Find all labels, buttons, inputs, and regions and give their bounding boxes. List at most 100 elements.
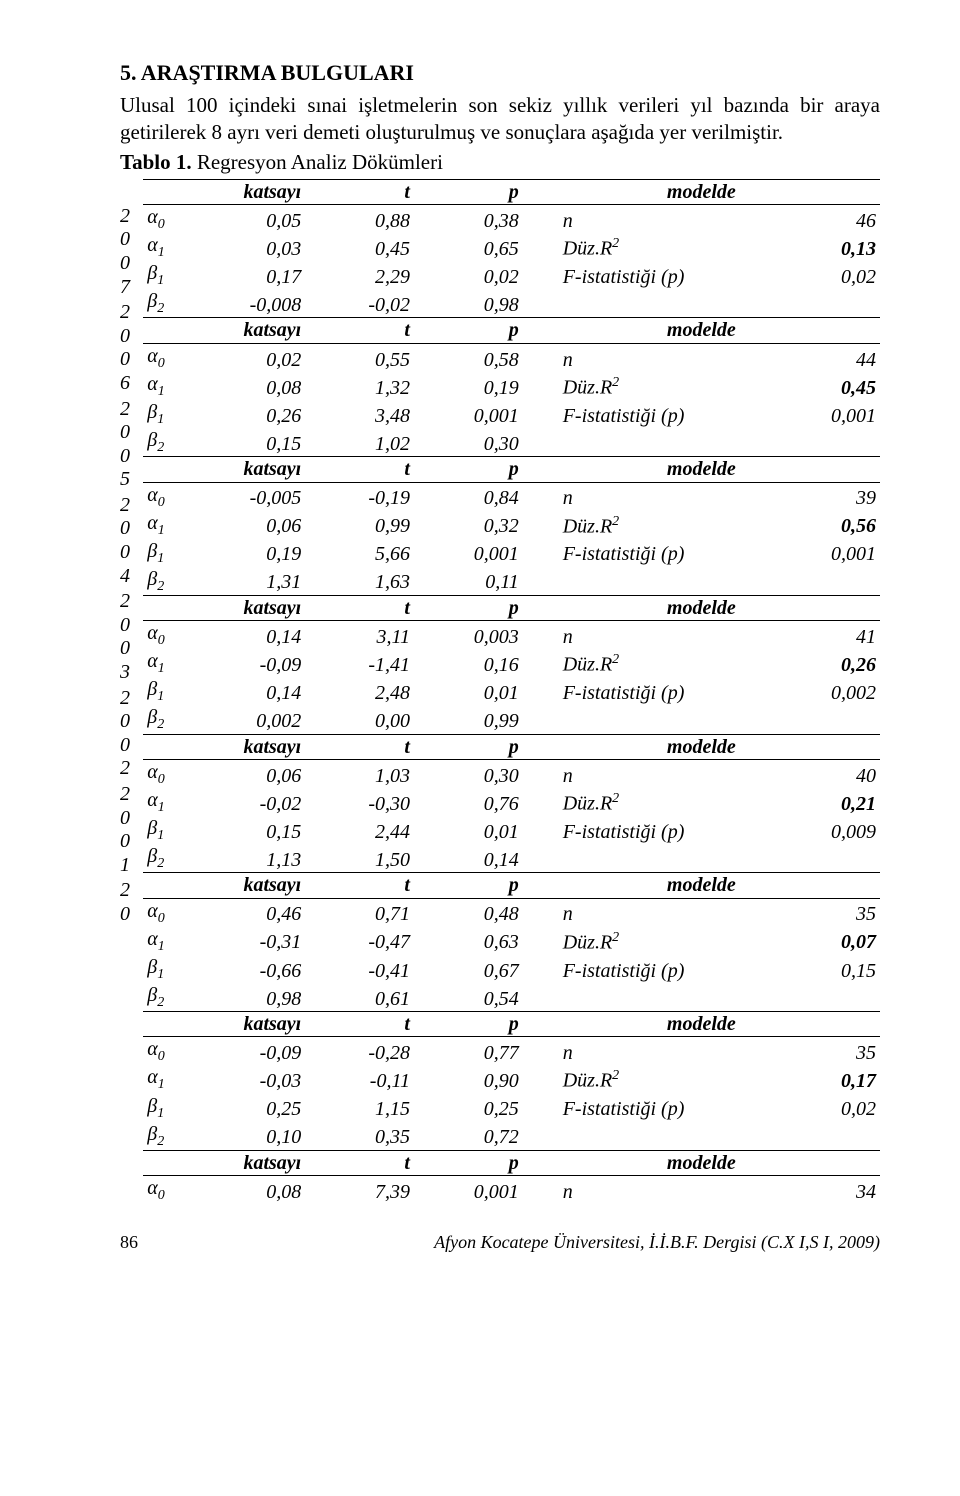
header-cell: modelde	[523, 179, 880, 204]
table-row: β20,980,610,54	[143, 983, 880, 1012]
model-label-cell: Düz.R2	[523, 1065, 783, 1093]
value-cell: 0,26	[197, 400, 306, 428]
value-cell: 0,19	[197, 539, 306, 567]
model-label-cell: F-istatistiği (p)	[523, 677, 783, 705]
symbol-cell: α0	[143, 1037, 196, 1066]
value-cell: -0,09	[197, 1037, 306, 1066]
year-label: 2007	[120, 205, 143, 299]
value-cell: 2,29	[305, 261, 414, 289]
value-cell: 1,02	[305, 428, 414, 457]
value-cell: 0,02	[414, 261, 523, 289]
header-cell	[143, 595, 196, 620]
header-cell: t	[305, 318, 414, 343]
value-cell: 0,58	[414, 343, 523, 372]
value-cell: 0,003	[414, 621, 523, 650]
value-cell: 0,05	[197, 205, 306, 234]
header-cell	[143, 873, 196, 898]
header-cell: t	[305, 595, 414, 620]
header-cell: modelde	[523, 318, 880, 343]
value-cell: 0,15	[197, 816, 306, 844]
value-cell: -0,03	[197, 1065, 306, 1093]
symbol-cell: β1	[143, 816, 196, 844]
header-cell: t	[305, 873, 414, 898]
value-cell: 0,55	[305, 343, 414, 372]
value-cell: 0,72	[414, 1122, 523, 1151]
value-cell: 0,17	[197, 261, 306, 289]
model-label-cell	[523, 844, 783, 873]
model-label-cell: n	[523, 621, 783, 650]
value-cell: 0,16	[414, 649, 523, 677]
model-label-cell: F-istatistiği (p)	[523, 955, 783, 983]
symbol-cell: α0	[143, 898, 196, 927]
model-value-cell: 0,02	[782, 261, 880, 289]
header-cell: katsayı	[197, 457, 306, 482]
model-label-cell: Düz.R2	[523, 233, 783, 261]
header-cell: t	[305, 179, 414, 204]
value-cell: 0,61	[305, 983, 414, 1012]
value-cell: 0,08	[197, 372, 306, 400]
value-cell: 1,50	[305, 844, 414, 873]
caption-rest: Regresyon Analiz Dökümleri	[192, 150, 443, 174]
value-cell: 2,48	[305, 677, 414, 705]
symbol-cell: β2	[143, 705, 196, 734]
header-cell: modelde	[523, 1150, 880, 1175]
model-label-cell: Düz.R2	[523, 511, 783, 539]
table-caption: Tablo 1. Regresyon Analiz Dökümleri	[120, 150, 880, 175]
symbol-cell: α1	[143, 1065, 196, 1093]
table-row: β21,131,500,14	[143, 844, 880, 873]
value-cell: 0,15	[197, 428, 306, 457]
table-row: α00,020,550,58n44	[143, 343, 880, 372]
value-cell: 3,11	[305, 621, 414, 650]
value-cell: 0,63	[414, 927, 523, 955]
model-label-cell: Düz.R2	[523, 372, 783, 400]
value-cell: 0,45	[305, 233, 414, 261]
model-value-cell	[782, 567, 880, 596]
footer-citation: Afyon Kocatepe Üniversitesi, İ.İ.B.F. De…	[434, 1232, 880, 1253]
value-cell: 0,38	[414, 205, 523, 234]
value-cell: 0,03	[197, 233, 306, 261]
value-cell: 0,002	[197, 705, 306, 734]
value-cell: 0,02	[197, 343, 306, 372]
header-cell: modelde	[523, 734, 880, 759]
value-cell: 0,06	[197, 511, 306, 539]
model-value-cell: 34	[782, 1176, 880, 1205]
header-cell: modelde	[523, 595, 880, 620]
value-cell: -0,11	[305, 1065, 414, 1093]
model-label-cell	[523, 1122, 783, 1151]
value-cell: -0,19	[305, 482, 414, 511]
value-cell: 0,00	[305, 705, 414, 734]
table-row: β20,100,350,72	[143, 1122, 880, 1151]
model-label-cell: Düz.R2	[523, 927, 783, 955]
value-cell: 1,03	[305, 759, 414, 788]
table-row: β10,152,440,01F-istatistiği (p)0,009	[143, 816, 880, 844]
table-header-row: katsayıtpmodelde	[143, 1011, 880, 1036]
header-cell: t	[305, 457, 414, 482]
header-cell: katsayı	[197, 1011, 306, 1036]
model-value-cell: 41	[782, 621, 880, 650]
model-label-cell	[523, 289, 783, 318]
value-cell: 0,35	[305, 1122, 414, 1151]
symbol-cell: α0	[143, 205, 196, 234]
header-cell: modelde	[523, 873, 880, 898]
table-row: β10,195,660,001F-istatistiği (p)0,001	[143, 539, 880, 567]
symbol-cell: α0	[143, 759, 196, 788]
symbol-cell: α0	[143, 482, 196, 511]
value-cell: -0,41	[305, 955, 414, 983]
model-value-cell: 0,26	[782, 649, 880, 677]
model-value-cell	[782, 705, 880, 734]
table-row: α00,143,110,003n41	[143, 621, 880, 650]
model-value-cell: 35	[782, 1037, 880, 1066]
value-cell: 3,48	[305, 400, 414, 428]
model-label-cell	[523, 567, 783, 596]
header-cell: p	[414, 179, 523, 204]
model-label-cell: n	[523, 343, 783, 372]
value-cell: 0,01	[414, 816, 523, 844]
header-cell	[143, 1011, 196, 1036]
model-label-cell: Düz.R2	[523, 788, 783, 816]
page-number: 86	[120, 1232, 138, 1253]
symbol-cell: α1	[143, 233, 196, 261]
value-cell: 0,25	[414, 1094, 523, 1122]
model-value-cell: 0,009	[782, 816, 880, 844]
regression-table: katsayıtpmodeldeα00,050,880,38n46α10,030…	[143, 179, 880, 1204]
symbol-cell: β2	[143, 567, 196, 596]
